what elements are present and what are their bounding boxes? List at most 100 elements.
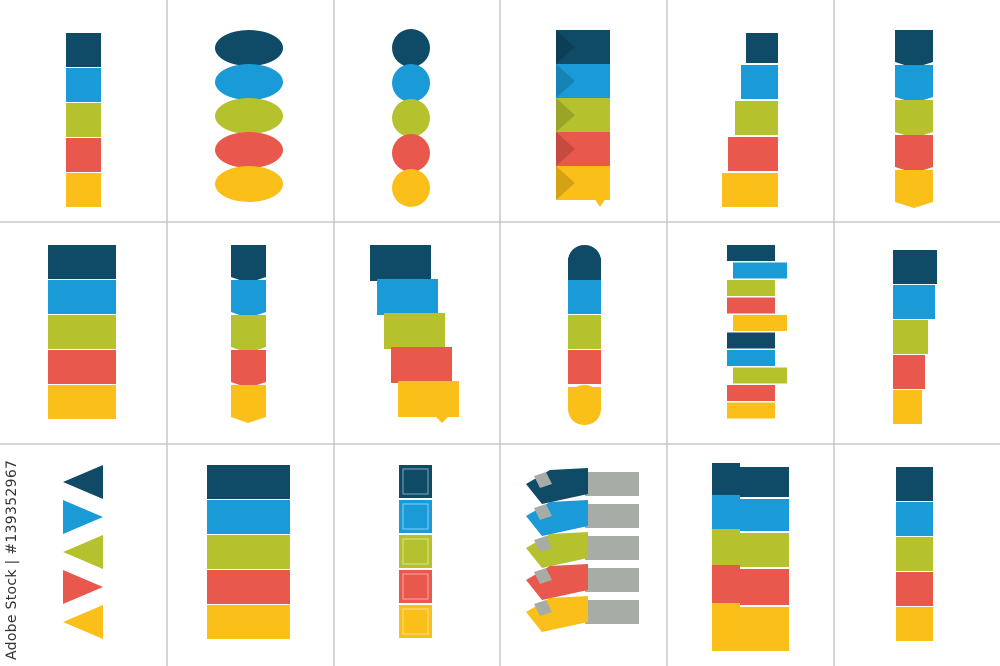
chevron-block [895,135,933,173]
step-block [66,33,101,67]
step-block [556,98,610,132]
step-block [568,315,601,349]
tag-label [534,472,552,488]
speech-circle [392,134,430,172]
step-block [48,245,116,279]
step-block [399,605,432,638]
arrow-tag [526,468,588,504]
chevron-block [895,100,933,138]
step-block [741,65,778,99]
step-block [585,600,639,624]
step-block [399,465,432,498]
step-block [48,385,116,419]
step-block [712,499,789,531]
fold-shade [556,64,575,98]
step-block [893,390,922,424]
step-block [556,64,610,98]
credit-brand: Adobe Stock [4,569,20,660]
pointer [594,198,606,207]
tag-label [534,536,552,552]
speech-circle [392,64,430,102]
step-block [893,250,937,284]
step-block [712,533,789,567]
arrow-tag [526,564,588,600]
speech-circle [392,29,430,67]
fold-shade [556,132,575,166]
fold-shade [556,166,575,200]
arrow-tag [526,532,588,568]
step-block [402,573,429,600]
step-block [896,572,933,606]
step-block [712,463,740,469]
triangle-step [63,500,103,534]
step-block [66,138,101,172]
step-block [568,387,601,407]
speech-bubble [215,98,283,134]
step-block [712,603,740,609]
step-block [556,166,610,200]
step-block [402,538,429,565]
chevron-block [231,315,266,353]
step-block [207,465,290,499]
step-block [735,101,778,135]
step-block [712,467,789,497]
step-block [384,313,445,349]
step-block [712,565,740,571]
pointer [436,417,448,423]
triangle-step [63,570,103,604]
credit-id: #139352967 [4,459,20,555]
step-block [733,367,787,384]
speech-bubble [215,132,283,168]
step-block [556,132,610,166]
step-block [727,245,775,261]
triangle-step [63,535,103,569]
step-block [377,279,438,315]
step-block [207,605,290,639]
step-block [733,262,787,279]
chevron-block [895,65,933,103]
step-block [399,570,432,603]
stock-credit: Adobe Stock | #139352967 [4,460,20,660]
step-block [733,315,787,331]
step-block [727,350,775,366]
step-block [48,350,116,384]
step-block [893,355,925,389]
step-block [896,607,933,641]
step-block [402,503,429,530]
step-block [568,350,601,384]
step-block [585,472,639,496]
step-block [207,535,290,569]
step-block [207,570,290,604]
fold-shade [556,30,575,64]
speech-bubble [215,166,283,202]
chevron-block [895,30,933,68]
step-block [727,332,775,349]
tag-label [534,568,552,584]
fold-shade [556,98,575,132]
step-block [207,500,290,534]
tag-label [534,504,552,520]
step-block [712,529,740,535]
step-block [585,504,639,528]
step-block [585,536,639,560]
step-block [398,381,459,417]
step-block [727,402,775,419]
step-block [727,385,775,401]
step-block [568,258,601,280]
step-block [727,297,775,314]
step-block [722,173,778,207]
speech-circle [392,99,430,137]
credit-separator: | [4,559,20,565]
step-block [893,320,928,354]
step-block [568,280,601,314]
step-block [712,607,789,651]
step-block [896,537,933,571]
chevron-block [231,245,266,283]
step-block [712,569,789,605]
chevron-block [895,170,933,208]
tag-label [534,600,552,616]
step-block [48,315,116,349]
chevron-block [231,350,266,388]
triangle-step [63,465,103,499]
